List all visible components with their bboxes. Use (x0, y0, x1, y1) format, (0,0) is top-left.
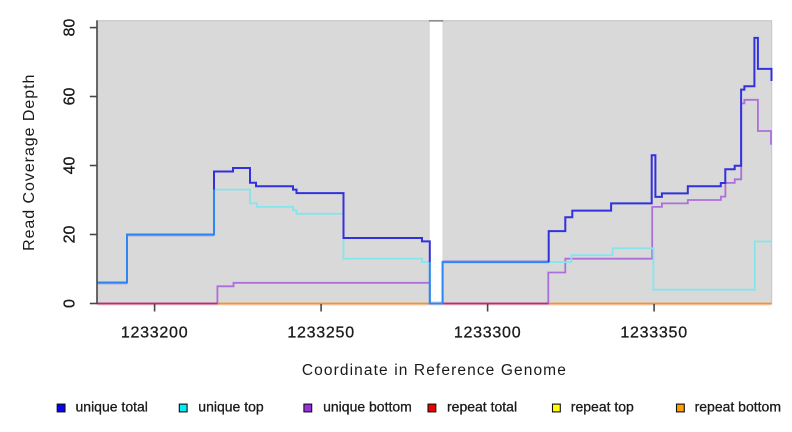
svg-text:1233300: 1233300 (454, 324, 522, 341)
svg-text:unique top: unique top (198, 399, 264, 415)
svg-text:1233350: 1233350 (620, 324, 688, 341)
svg-text:unique bottom: unique bottom (323, 399, 412, 415)
svg-text:80: 80 (62, 19, 79, 37)
svg-text:repeat total: repeat total (447, 399, 517, 415)
svg-text:20: 20 (62, 226, 79, 244)
svg-text:Read Coverage Depth: Read Coverage Depth (21, 74, 38, 251)
svg-text:1233200: 1233200 (121, 324, 189, 341)
svg-text:unique total: unique total (76, 399, 148, 415)
svg-text:repeat bottom: repeat bottom (695, 399, 781, 415)
svg-text:repeat top: repeat top (571, 399, 634, 415)
svg-text:Coordinate in Reference Genome: Coordinate in Reference Genome (302, 362, 567, 379)
svg-text:60: 60 (62, 88, 79, 106)
svg-text:1233250: 1233250 (287, 324, 355, 341)
svg-text:0: 0 (62, 299, 79, 308)
svg-text:40: 40 (62, 157, 79, 175)
